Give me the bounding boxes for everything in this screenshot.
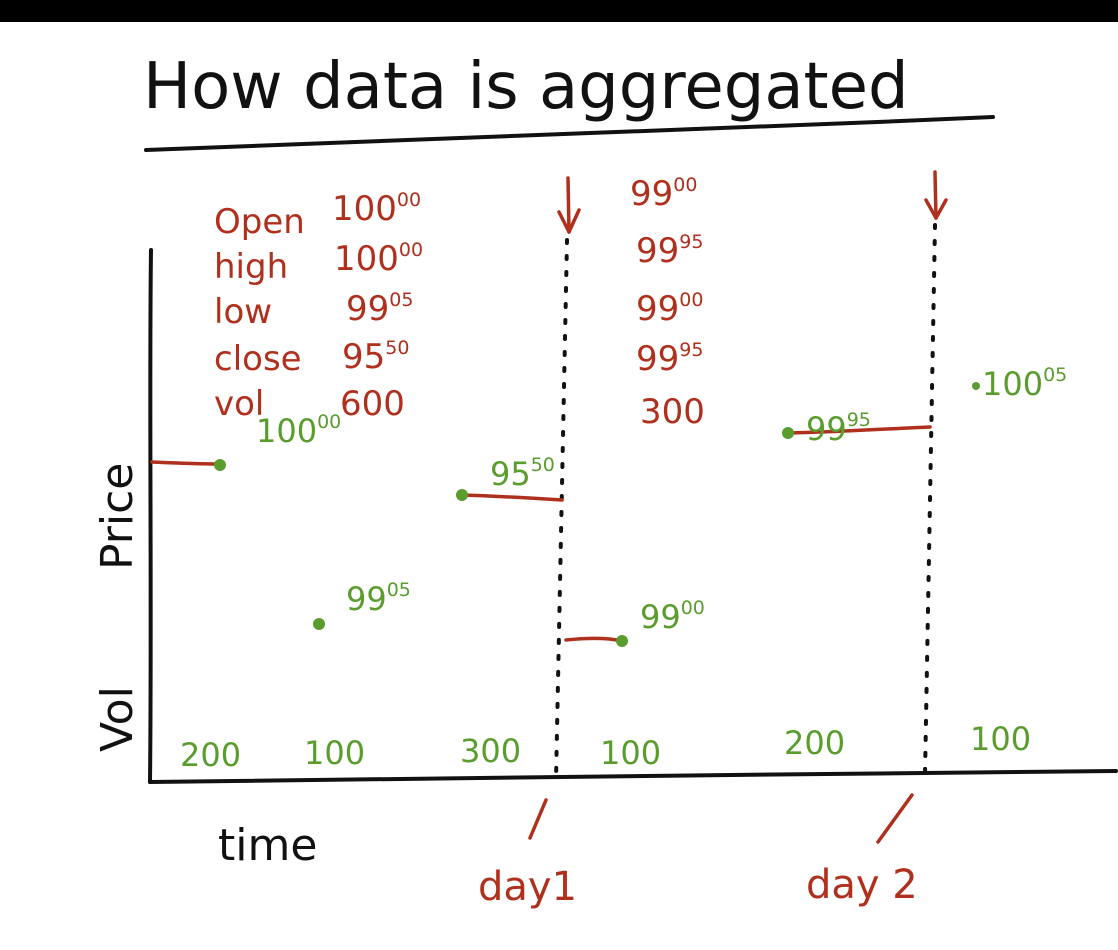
price-dot bbox=[214, 459, 226, 471]
y-axis-line bbox=[148, 248, 153, 784]
price-label: 10000 bbox=[256, 411, 341, 450]
summary-label-vol: vol bbox=[214, 384, 264, 424]
price-dot bbox=[313, 618, 325, 630]
price-dots bbox=[214, 382, 980, 647]
day1-close-value: 9550 bbox=[342, 337, 409, 377]
y-axis-label-price: Price bbox=[92, 463, 143, 570]
day2-vol-value: 300 bbox=[640, 392, 705, 432]
summary-label-high: high bbox=[214, 247, 288, 287]
day1-low-value: 9905 bbox=[346, 289, 413, 329]
x-axis-line bbox=[148, 769, 1118, 784]
open-line-day1 bbox=[150, 460, 222, 466]
title-underline bbox=[144, 115, 995, 152]
price-dot bbox=[616, 635, 628, 647]
volume-labels: 200 100 300 100 200 100 bbox=[180, 720, 1031, 774]
price-label: 9995 bbox=[806, 409, 871, 448]
price-dot bbox=[972, 382, 980, 390]
summary-label-close: close bbox=[214, 339, 302, 379]
close-line-day1 bbox=[460, 493, 564, 502]
volume-label: 100 bbox=[970, 720, 1031, 758]
x-axis-label-time: time bbox=[218, 820, 317, 871]
volume-label: 300 bbox=[460, 732, 521, 770]
close-line-day2 bbox=[786, 425, 932, 435]
day1-arrow-icon bbox=[557, 176, 581, 234]
day1-tick-mark bbox=[528, 798, 548, 840]
day1-open-value: 10000 bbox=[332, 189, 421, 229]
volume-label: 200 bbox=[784, 724, 845, 762]
day2-low-value: 9900 bbox=[636, 289, 703, 329]
top-black-bar bbox=[0, 0, 1118, 22]
day2-boundary-line bbox=[923, 223, 937, 777]
day1-boundary-line bbox=[554, 238, 569, 782]
day2-close-value: 9995 bbox=[636, 339, 703, 379]
day1-label: day1 bbox=[478, 864, 577, 910]
price-label: 9900 bbox=[640, 597, 705, 636]
day2-high-value: 9995 bbox=[636, 231, 703, 271]
volume-label: 100 bbox=[600, 734, 661, 772]
day2-open-value: 9900 bbox=[630, 174, 697, 214]
price-dot bbox=[456, 489, 468, 501]
volume-label: 100 bbox=[304, 734, 365, 772]
price-dot bbox=[782, 427, 794, 439]
open-line-day2 bbox=[564, 636, 624, 643]
day2-label: day 2 bbox=[806, 862, 918, 908]
y-axis-label-vol: Vol bbox=[92, 686, 143, 752]
day2-summary: 9900 9995 9900 9995 300 bbox=[630, 174, 705, 432]
day2-tick-mark bbox=[876, 793, 914, 844]
summary-label-low: low bbox=[214, 292, 272, 332]
day2-arrow-icon bbox=[924, 170, 948, 220]
price-label: 9550 bbox=[490, 454, 555, 493]
summary-label-open: Open bbox=[214, 202, 305, 242]
day1-high-value: 10000 bbox=[334, 239, 423, 279]
price-labels: 10000 9905 9550 9900 9995 10005 bbox=[256, 364, 1067, 636]
price-label: 9905 bbox=[346, 579, 411, 618]
volume-label: 200 bbox=[180, 736, 241, 774]
price-label: 10005 bbox=[982, 364, 1067, 403]
day1-vol-value: 600 bbox=[340, 384, 405, 424]
diagram-title: How data is aggregated bbox=[143, 50, 909, 124]
day1-summary: Open high low close vol 10000 10000 9905… bbox=[214, 189, 423, 424]
